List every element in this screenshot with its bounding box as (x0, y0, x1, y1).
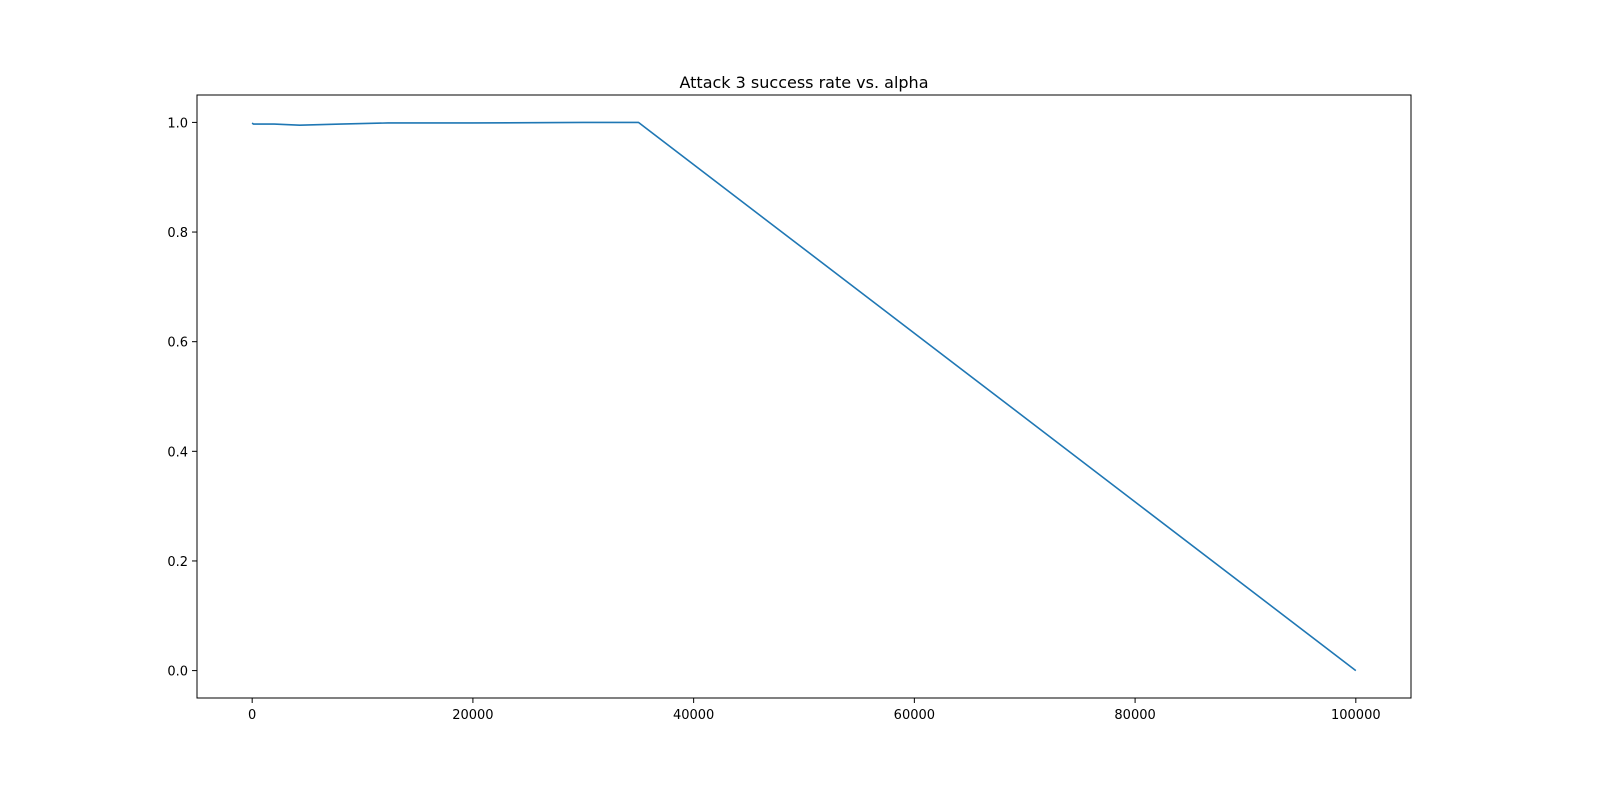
y-tick-label: 0.8 (167, 226, 188, 241)
y-tick-label: 0.6 (167, 336, 188, 351)
series-line (251, 121, 1357, 672)
y-tick-label: 0.0 (167, 665, 188, 680)
x-tick-label: 100000 (1331, 708, 1381, 723)
y-tick-label: 0.2 (167, 555, 188, 570)
x-tick-label: 60000 (894, 708, 935, 723)
plot-area (251, 121, 1357, 672)
x-tick-label: 0 (248, 708, 256, 723)
y-tick-label: 0.4 (167, 445, 188, 460)
x-tick-label: 80000 (1114, 708, 1155, 723)
y-tick-label: 1.0 (167, 116, 188, 131)
x-tick-label: 20000 (452, 708, 493, 723)
x-tick-label: 40000 (673, 708, 714, 723)
axes-frame (196, 94, 1412, 699)
chart-title: Attack 3 success rate vs. alpha (679, 73, 928, 92)
axis-ticks: 0 20000 40000 60000 80000 100000 0.0 0.2 0.4 0.6 0… (167, 116, 1380, 723)
